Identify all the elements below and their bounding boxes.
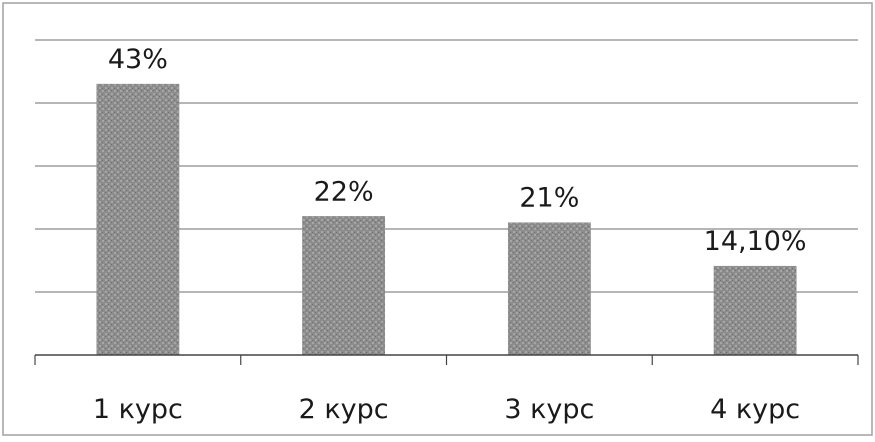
x-axis (34, 354, 859, 365)
data-label: 21% (519, 183, 579, 214)
x-tick-labels: 1 курс 2 курс 3 курс 4 курс (93, 394, 800, 425)
x-tick-label: 3 курс (504, 394, 594, 425)
x-tick-label: 1 курс (93, 394, 183, 425)
x-tick-label: 4 курс (710, 394, 800, 425)
bar (96, 83, 180, 356)
data-labels: 43% 22% 21% 14,10% (108, 44, 807, 257)
chart-frame (2, 2, 873, 436)
data-label: 14,10% (704, 226, 807, 257)
data-label: 22% (314, 176, 374, 207)
bars (96, 83, 797, 356)
bar (713, 265, 797, 356)
data-label: 43% (108, 44, 168, 75)
x-tick-label: 2 курс (299, 394, 389, 425)
bar (507, 222, 591, 356)
bar (302, 216, 386, 356)
